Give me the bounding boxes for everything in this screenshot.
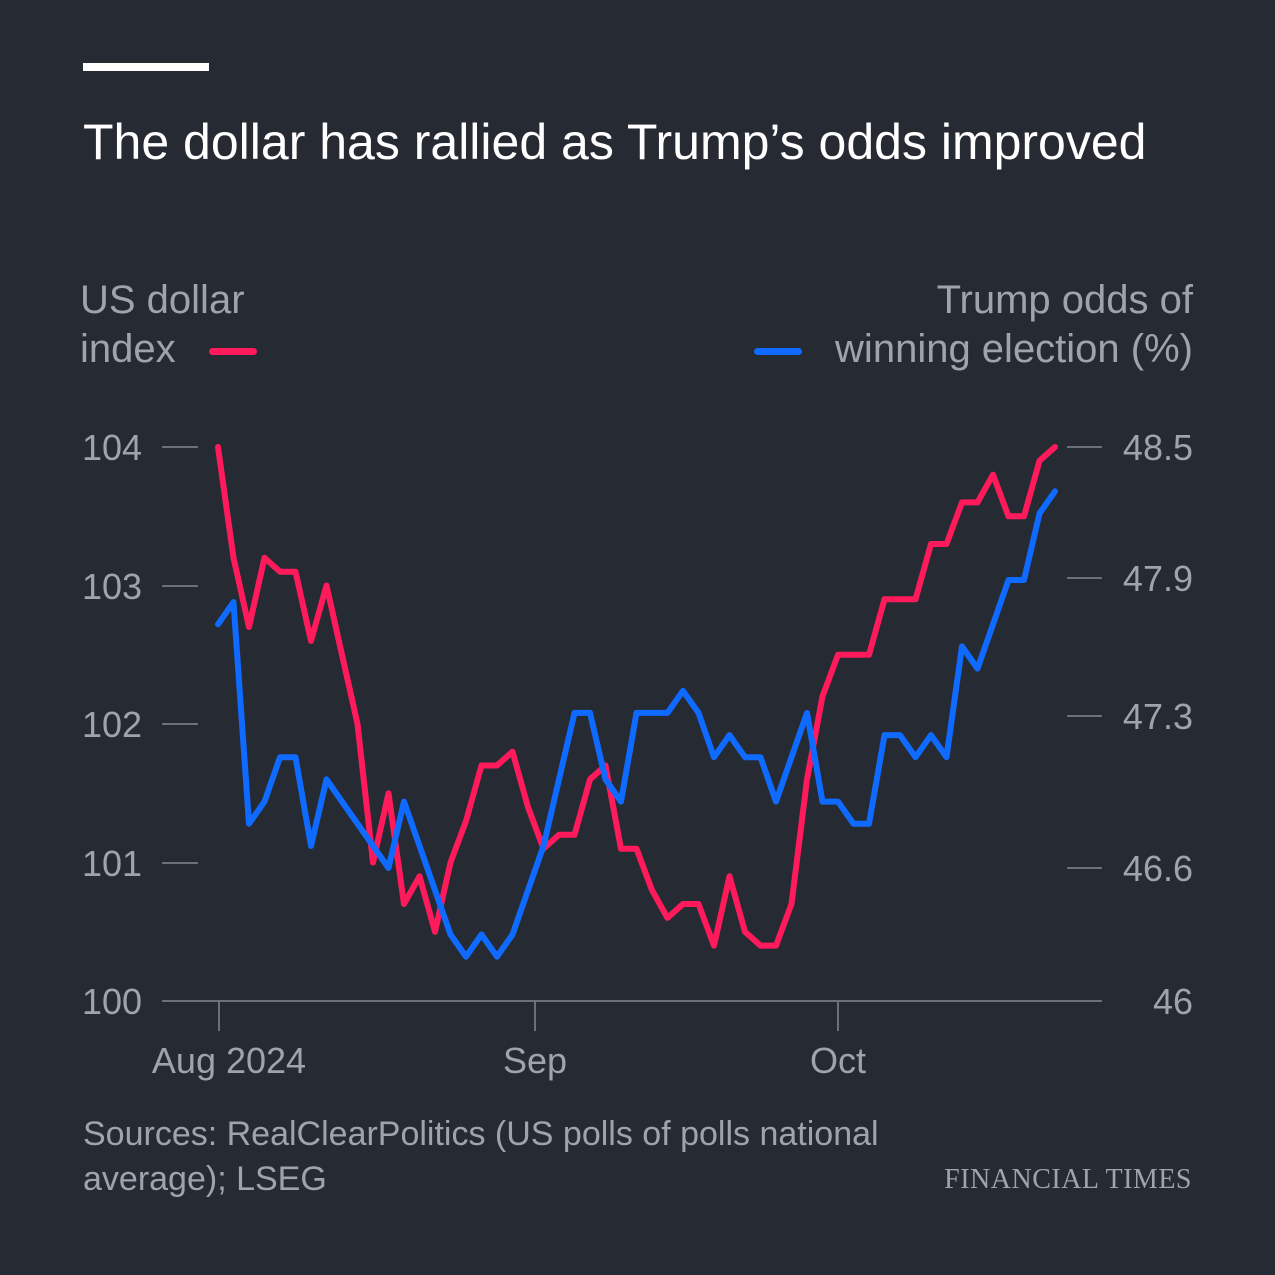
left-tick-label: 104	[82, 427, 142, 468]
left-tick-label: 100	[82, 981, 142, 1022]
right-tick-label: 47.3	[1123, 696, 1193, 737]
left-axis-label-line2-row: index	[80, 325, 263, 374]
dollar-index-line	[215, 444, 1058, 949]
left-tick-label: 103	[82, 566, 142, 607]
left-tick-label: 101	[82, 843, 142, 884]
brand-mark: FINANCIAL TIMES	[944, 1164, 1192, 1195]
left-axis-label-line1: US dollar	[80, 278, 245, 322]
x-tick-label: Sep	[503, 1040, 567, 1081]
left-axis-legend: US dollar index	[80, 276, 263, 374]
top-rule	[83, 63, 209, 71]
right-tick-label: 46	[1153, 981, 1193, 1022]
right-axis-legend: Trump odds of winning election (%)	[748, 276, 1193, 374]
source-note: Sources: RealClearPolitics (US polls of …	[83, 1115, 879, 1198]
chart-title: The dollar has rallied as Trump’s odds i…	[83, 114, 1147, 170]
dollar-legend-swatch	[208, 347, 257, 355]
x-tick-label: Aug 2024	[152, 1040, 306, 1081]
x-tick-label: Oct	[810, 1040, 866, 1081]
trump-odds-line	[215, 488, 1058, 960]
right-axis-label-line2-row: winning election (%)	[748, 325, 1193, 374]
right-tick-label: 48.5	[1123, 427, 1193, 468]
right-axis-label-line1: Trump odds of	[936, 278, 1193, 322]
left-tick-label: 102	[82, 704, 142, 745]
right-tick-label: 46.6	[1123, 848, 1193, 889]
right-tick-label: 47.9	[1123, 558, 1193, 599]
right-axis-label-line2: winning election (%)	[835, 327, 1193, 371]
left-axis-label-line2: index	[80, 327, 176, 371]
odds-legend-swatch	[753, 347, 802, 355]
